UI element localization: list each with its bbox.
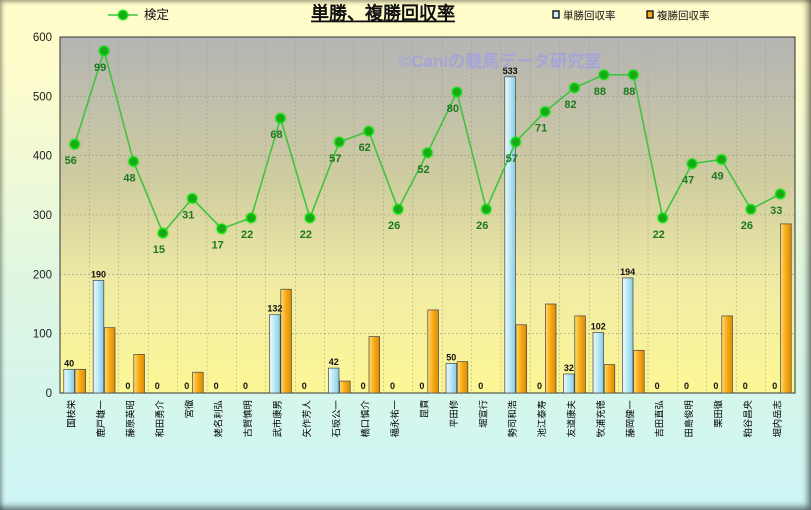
svg-text:0: 0 <box>214 381 219 391</box>
svg-text:単勝、複勝回収率: 単勝、複勝回収率 <box>311 3 455 24</box>
svg-text:132: 132 <box>267 304 282 314</box>
svg-text:0: 0 <box>713 381 718 391</box>
svg-text:0: 0 <box>155 381 160 391</box>
svg-text:88: 88 <box>623 86 635 98</box>
svg-text:藤岡健一: 藤岡健一 <box>624 400 635 437</box>
svg-text:堀内岳志: 堀内岳志 <box>771 400 782 437</box>
svg-text:49: 49 <box>711 170 723 182</box>
svg-text:15: 15 <box>153 244 165 256</box>
svg-text:栗田徹: 栗田徹 <box>713 399 724 428</box>
svg-text:62: 62 <box>359 142 371 154</box>
svg-text:橋口慎介: 橋口慎介 <box>360 400 371 438</box>
svg-text:57: 57 <box>329 153 341 165</box>
svg-text:102: 102 <box>591 322 606 332</box>
svg-text:80: 80 <box>447 103 459 115</box>
svg-text:0: 0 <box>537 381 542 391</box>
svg-text:友道康夫: 友道康夫 <box>566 400 577 437</box>
svg-text:22: 22 <box>300 229 312 241</box>
svg-text:82: 82 <box>564 99 576 111</box>
svg-text:鹿戸雄一: 鹿戸雄一 <box>95 400 106 437</box>
svg-text:姥名利弘: 姥名利弘 <box>213 400 224 437</box>
svg-text:99: 99 <box>94 62 106 74</box>
svg-text:0: 0 <box>302 381 307 391</box>
svg-text:牧浦充徳: 牧浦充徳 <box>595 400 606 438</box>
svg-text:古賀慎明: 古賀慎明 <box>242 400 253 437</box>
svg-text:藤原英昭: 藤原英昭 <box>125 400 136 437</box>
svg-text:池江泰寿: 池江泰寿 <box>536 400 547 437</box>
svg-text:堀宣行: 堀宣行 <box>477 400 488 428</box>
svg-text:52: 52 <box>417 164 429 176</box>
svg-text:190: 190 <box>91 269 106 279</box>
svg-text:300: 300 <box>33 210 52 222</box>
svg-text:0: 0 <box>243 381 248 391</box>
svg-text:22: 22 <box>653 229 665 241</box>
svg-text:和田勇介: 和田勇介 <box>155 400 165 438</box>
svg-text:田島俊明: 田島俊明 <box>683 400 694 437</box>
svg-text:0: 0 <box>419 381 424 391</box>
svg-text:57: 57 <box>506 153 518 165</box>
svg-text:宮徹: 宮徹 <box>183 399 194 418</box>
svg-text:勢司和浩: 勢司和浩 <box>507 400 518 437</box>
svg-text:22: 22 <box>241 229 253 241</box>
svg-text:500: 500 <box>33 91 52 103</box>
svg-text:50: 50 <box>446 352 456 362</box>
svg-text:100: 100 <box>33 329 52 341</box>
svg-text:56: 56 <box>65 155 77 167</box>
svg-text:200: 200 <box>33 269 52 281</box>
svg-text:0: 0 <box>361 381 366 391</box>
svg-text:0: 0 <box>655 381 660 391</box>
svg-text:昆貢: 昆貢 <box>420 400 430 419</box>
svg-text:©Caniの競馬データ研究室: ©Caniの競馬データ研究室 <box>399 51 601 71</box>
svg-text:0: 0 <box>125 381 130 391</box>
svg-text:0: 0 <box>390 381 395 391</box>
svg-text:33: 33 <box>770 205 782 217</box>
svg-text:武市康男: 武市康男 <box>272 400 283 437</box>
svg-text:粕谷昌央: 粕谷昌央 <box>742 400 753 438</box>
svg-text:68: 68 <box>270 129 282 141</box>
svg-text:矢作芳人: 矢作芳人 <box>301 400 312 437</box>
svg-text:吉田直弘: 吉田直弘 <box>654 400 665 437</box>
svg-text:国枝栄: 国枝栄 <box>66 400 77 428</box>
svg-text:0: 0 <box>772 381 777 391</box>
svg-text:32: 32 <box>564 363 574 373</box>
svg-text:単勝回収率: 単勝回収率 <box>563 9 616 22</box>
svg-text:400: 400 <box>33 151 52 163</box>
svg-text:40: 40 <box>64 358 74 368</box>
svg-text:26: 26 <box>741 220 753 232</box>
svg-text:194: 194 <box>620 267 635 277</box>
svg-text:平田修: 平田修 <box>448 399 459 428</box>
svg-text:福永祐一: 福永祐一 <box>389 400 400 437</box>
svg-text:0: 0 <box>478 381 483 391</box>
svg-text:31: 31 <box>182 209 194 221</box>
svg-text:88: 88 <box>594 86 606 98</box>
svg-text:71: 71 <box>535 123 547 135</box>
svg-text:検定: 検定 <box>144 7 169 22</box>
svg-text:17: 17 <box>212 240 224 252</box>
svg-text:26: 26 <box>476 220 488 232</box>
svg-text:26: 26 <box>388 220 400 232</box>
svg-text:42: 42 <box>329 357 339 367</box>
svg-text:0: 0 <box>46 388 52 400</box>
svg-text:0: 0 <box>684 381 689 391</box>
svg-text:0: 0 <box>184 381 189 391</box>
svg-text:600: 600 <box>33 32 52 44</box>
svg-text:47: 47 <box>682 175 694 187</box>
svg-text:石坂公一: 石坂公一 <box>331 400 341 437</box>
svg-text:複勝回収率: 複勝回収率 <box>657 9 710 22</box>
svg-text:0: 0 <box>743 381 748 391</box>
svg-text:48: 48 <box>123 173 135 185</box>
